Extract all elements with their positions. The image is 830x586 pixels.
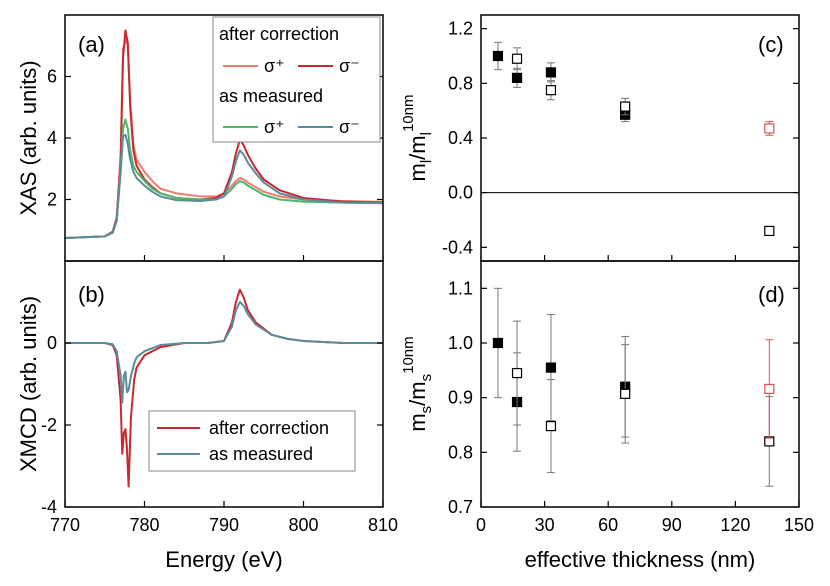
panel-c-ytick-label: -0.4 <box>442 237 473 257</box>
panel-d-xtick-label: 120 <box>720 515 750 535</box>
panel-c-ytick-label: 0.0 <box>448 183 473 203</box>
panel-b-xtick-label: 780 <box>129 515 159 535</box>
panel-d-point-filled-0 <box>492 337 504 349</box>
legend-measured-sigma-minus-label: σ⁻ <box>339 117 360 137</box>
panel-b-ytick-label: 0 <box>47 333 57 353</box>
panel-c-point-open-1 <box>545 85 557 96</box>
panel-d-xtick-label: 150 <box>784 515 814 535</box>
panel-d-ylabel: ms/ms10nm <box>400 336 435 431</box>
panel-d-xtick-label: 30 <box>535 515 555 535</box>
panel-b-xlabel: Energy (eV) <box>165 547 282 572</box>
panel-b-ytick-label: -4 <box>41 497 57 517</box>
panel-b-series <box>65 288 383 488</box>
panel-d-xlabel: effective thickness (nm) <box>525 547 756 572</box>
panel-c-ylabel: ml/ml10nm <box>400 95 435 182</box>
panel-b-legend-box <box>148 410 356 472</box>
panel-d-ylabel-m: m <box>405 413 430 431</box>
panel-c-ytick-label: 0.4 <box>448 128 473 148</box>
panel-a-ytick-label: 4 <box>47 128 57 148</box>
panel-a-ylabel: XAS (arb. units) <box>16 60 41 215</box>
panel-a-y-ticks: 2 4 6 <box>47 67 384 261</box>
panel-b-xtick-label: 770 <box>50 515 80 535</box>
panel-d-ytick-label: 0.8 <box>448 442 473 462</box>
panel-d-ylabel-sub2: s <box>418 374 435 382</box>
panel-c-ylabel-sub2: l <box>418 132 435 135</box>
panel-d-ytick-label: 1.0 <box>448 333 473 353</box>
panel-b-series-line-0 <box>65 288 383 488</box>
panel-a-series <box>64 29 384 239</box>
panel-b-xtick-label: 790 <box>209 515 239 535</box>
legend-after-sigma-minus-label: σ⁻ <box>339 56 360 76</box>
panel-a-label: (a) <box>78 32 105 57</box>
panel-c-series <box>492 41 775 237</box>
legend-b-after-correction-label: after correction <box>209 418 329 438</box>
panel-b-ytick-label: -2 <box>41 415 57 435</box>
panel-a-legend: after correction σ⁺ σ⁻ as measured σ⁺ σ⁻ <box>212 16 381 143</box>
panel-b-series-line-1 <box>65 301 383 404</box>
panel-c-point-open-0 <box>511 53 523 64</box>
panel-d-spin-moment: 0.7 0.8 0.9 1.0 1.1 0 30 60 90 120 150 (d) effect… <box>400 260 814 572</box>
legend-as-measured-title: as measured <box>219 86 323 106</box>
panel-d-frame <box>480 260 800 508</box>
panel-d-xtick-label: 0 <box>476 515 486 535</box>
panel-d-label: (d) <box>758 282 785 307</box>
panel-d-ytick-label: 0.9 <box>448 388 473 408</box>
panel-a-series-line-3 <box>64 133 384 239</box>
panel-c-y-ticks: -0.4 0.0 0.4 0.8 1.2 <box>442 19 800 261</box>
panel-c-frame <box>480 14 800 262</box>
panel-d-point-open-1 <box>545 420 557 432</box>
panel-d-x-ticks: 0 30 60 90 120 150 <box>476 501 814 535</box>
panel-c-point-filled-0 <box>492 50 504 62</box>
panel-c-label: (c) <box>758 32 784 57</box>
panel-d-point-open-red-0 <box>764 383 775 395</box>
panel-c-point-open-2 <box>620 101 631 112</box>
panel-c-ylabel-sub: l <box>418 160 435 163</box>
legend-b-as-measured-label: as measured <box>209 444 313 464</box>
panel-a-ytick-label: 2 <box>47 190 57 210</box>
panel-b-xtick-label: 810 <box>368 515 398 535</box>
panel-d-ylabel-sub: s <box>418 406 435 414</box>
panel-a-xas: 2 4 6 (a) XAS (arb. units) after correctio… <box>16 14 384 262</box>
panel-c-orbital-moment: -0.40.00.40.81.2 (c) ml/ml10nm <box>400 14 800 262</box>
panel-d-point-filled-2 <box>545 362 557 373</box>
panel-b-label: (b) <box>78 282 105 307</box>
panel-b-xtick-label: 800 <box>288 515 318 535</box>
panel-d-ylabel-sep: /m <box>405 381 430 405</box>
panel-d-point-open-2 <box>620 388 631 399</box>
panel-b-legend: after correction as measured <box>148 410 356 472</box>
legend-after-sigma-plus-label: σ⁺ <box>264 56 285 76</box>
panel-b-x-ticks: 770 780 790 800 810 <box>50 501 398 535</box>
panel-c-point-open-3 <box>764 225 775 237</box>
panel-d-ytick-label: 1.1 <box>448 278 473 298</box>
panel-c-ylabel-sep: /m <box>405 135 430 159</box>
panel-d-xtick-label: 90 <box>662 515 682 535</box>
legend-measured-sigma-plus-label: σ⁺ <box>264 117 285 137</box>
panel-c-point-open-red-0 <box>764 123 775 134</box>
panel-d-ytick-label: 0.7 <box>448 497 473 517</box>
panel-c-ylabel-sup: 10nm <box>400 95 417 133</box>
panel-a-ytick-label: 6 <box>47 67 57 87</box>
panel-c-ytick-label: 0.8 <box>448 73 473 93</box>
panel-c-point-filled-2 <box>545 67 557 78</box>
panel-a-legend-box <box>212 16 381 143</box>
panel-d-xtick-label: 60 <box>598 515 618 535</box>
panel-b-y-ticks: -4 -2 0 <box>41 333 383 517</box>
panel-d-point-open-0 <box>511 367 523 379</box>
panel-d-series <box>492 287 775 487</box>
panel-d-ylabel-sup: 10nm <box>400 336 417 374</box>
panel-c-point-filled-1 <box>511 72 523 83</box>
legend-after-correction-title: after correction <box>219 24 339 44</box>
panel-c-ylabel-m: m <box>405 163 430 181</box>
panel-b-ylabel: XMCD (arb. units) <box>16 296 41 472</box>
panel-b-xmcd: -4 -2 0 770 780 790 800 810 (b) XMCD (arb. uni… <box>16 260 398 572</box>
panel-d-y-ticks: 0.7 0.8 0.9 1.0 1.1 <box>448 278 799 517</box>
panel-c-ytick-label: 1.2 <box>448 19 473 39</box>
